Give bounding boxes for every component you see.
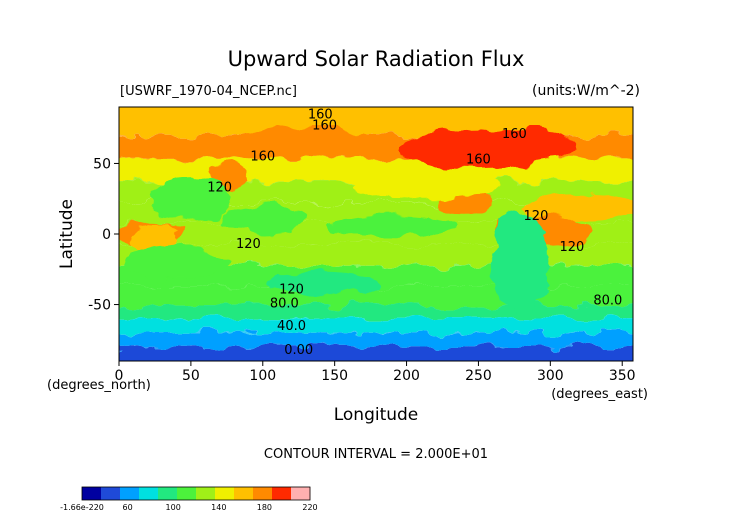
flux-patch <box>262 272 378 295</box>
colorbar-swatch <box>253 487 273 500</box>
contour-label: 120 <box>559 240 584 255</box>
flux-patch <box>124 245 229 280</box>
contour-label: 0.00 <box>284 343 313 358</box>
colorbar-swatch <box>272 487 292 500</box>
y-tick-label: -50 <box>88 298 111 314</box>
latitude-band <box>119 286 633 305</box>
colorbar-tick-label: 100 <box>166 503 181 512</box>
y-unit-label: (degrees_north) <box>47 378 151 393</box>
colorbar-tick-label: 180 <box>257 503 272 512</box>
colorbar-tick-label: 220 <box>302 503 317 512</box>
latitude-band <box>119 332 633 347</box>
heatmap-area <box>119 107 633 361</box>
colorbar-swatch <box>291 487 311 500</box>
x-tick-label: 250 <box>465 368 492 384</box>
latitude-band <box>119 346 633 361</box>
flux-patch <box>353 170 503 199</box>
contour-interval-text: CONTOUR INTERVAL = 2.000E+01 <box>264 447 488 462</box>
colorbar <box>81 486 311 501</box>
contour-label: 160 <box>502 127 527 142</box>
contour-label: 40.0 <box>277 319 306 334</box>
colorbar-frame <box>81 486 311 501</box>
flux-patch <box>242 125 370 160</box>
contour-label: 80.0 <box>270 296 299 311</box>
colorbar-swatch <box>82 487 102 500</box>
colorbar-swatch <box>139 487 159 500</box>
x-tick-label: 200 <box>393 368 420 384</box>
x-tick-label: 100 <box>249 368 276 384</box>
colorbar-tick-label: -1.66e-220 <box>60 503 104 512</box>
flux-patch <box>150 176 232 222</box>
colorbar-swatch <box>196 487 216 500</box>
x-unit-label: (degrees_east) <box>551 387 648 402</box>
contour-label: 160 <box>466 152 491 167</box>
x-tick-label: 350 <box>609 368 636 384</box>
y-tick-label: 0 <box>102 227 111 243</box>
x-tick-label: 50 <box>182 368 200 384</box>
contour-label: 120 <box>236 237 261 252</box>
contour-label: 160 <box>312 119 337 134</box>
latitude-band <box>119 318 633 333</box>
flux-patch <box>492 211 551 314</box>
x-tick-label: 150 <box>321 368 348 384</box>
regional-patches <box>119 125 633 314</box>
x-tick-label: 0 <box>115 368 124 384</box>
flux-patch <box>328 215 456 239</box>
flux-patch <box>219 205 306 234</box>
contour-label: 80.0 <box>593 294 622 309</box>
source-file-label: [USWRF_1970-04_NCEP.nc] <box>120 84 297 99</box>
y-axis-label: Latitude <box>57 199 77 269</box>
colorbar-swatch <box>120 487 140 500</box>
y-tick-label: 50 <box>93 156 111 172</box>
x-axis-ticks: 0 50 100 150 200 250 300 350 <box>115 361 636 384</box>
chart-title: Upward Solar Radiation Flux <box>228 47 525 71</box>
flux-patch <box>521 191 633 220</box>
units-label: (units:W/m^-2) <box>532 83 640 99</box>
contour-label: 120 <box>207 181 232 196</box>
flux-patch <box>464 129 580 164</box>
contour-label: 120 <box>279 282 304 297</box>
contour-label: 160 <box>250 150 275 165</box>
x-axis-label: Longitude <box>334 405 419 425</box>
colorbar-swatch <box>215 487 235 500</box>
x-tick-label: 300 <box>537 368 564 384</box>
colorbar-swatch <box>158 487 178 500</box>
colorbar-swatch <box>234 487 254 500</box>
contour-label: 120 <box>524 209 549 224</box>
colorbar-swatch <box>177 487 197 500</box>
latitude-band <box>119 107 633 136</box>
latitude-band <box>119 304 633 319</box>
colorbar-tick-label: 60 <box>123 503 133 512</box>
colorbar-tick-labels: -1.66e-220 60 100 140 180 220 <box>60 503 318 512</box>
y-axis-ticks: -50 0 50 <box>88 156 119 314</box>
colorbar-tick-label: 140 <box>211 503 226 512</box>
contour-label: 160 <box>308 107 333 122</box>
colorbar-swatch <box>101 487 121 500</box>
